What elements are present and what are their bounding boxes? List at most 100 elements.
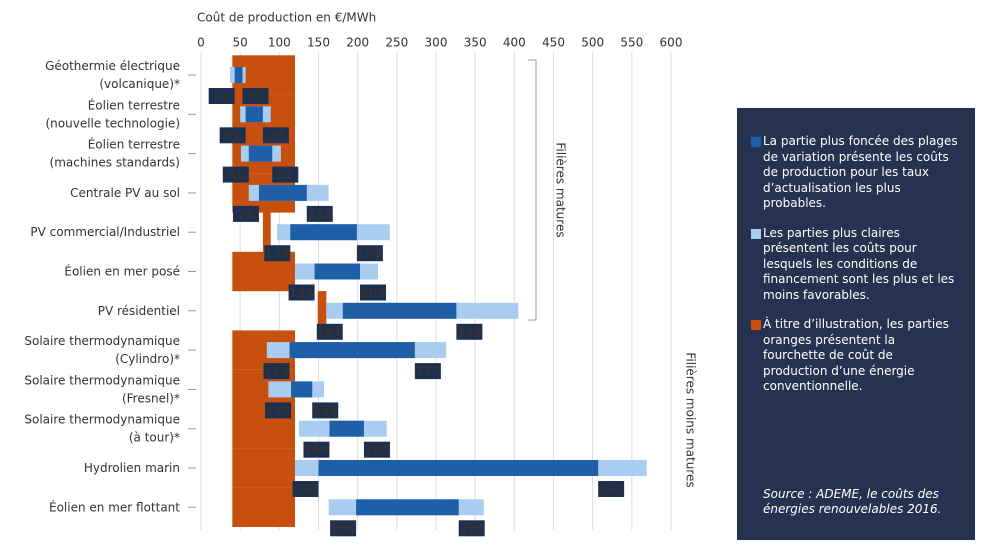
value-label-box <box>242 88 269 104</box>
value-label: 326 <box>457 325 482 339</box>
value-label-box <box>222 166 249 183</box>
dark-range <box>356 499 459 516</box>
group-label: Filières moins matures <box>684 352 698 487</box>
value-label: 79 <box>268 129 285 143</box>
value-label: 203 <box>360 286 385 300</box>
value-label: 199 <box>357 247 382 261</box>
value-label-box <box>316 323 343 340</box>
conventional-range <box>262 212 271 252</box>
value-label: 61 <box>227 168 244 182</box>
value-label-box <box>360 284 387 301</box>
source: Source : ADEME, le coûts des énergies re… <box>763 486 942 517</box>
value-label-box <box>292 481 319 497</box>
value-label: 74 <box>238 207 255 221</box>
category-label: Éolien en mer posé <box>64 263 180 278</box>
dark-range <box>318 460 599 476</box>
legend-label: À titre d’illustration, les parties oran… <box>763 317 949 393</box>
value-label-box <box>208 88 235 104</box>
category-label: Géothermie électrique (volcanique)* <box>45 59 180 91</box>
value-label-box <box>288 284 315 301</box>
conventional-range <box>232 487 295 527</box>
dark-range <box>245 106 263 123</box>
value-label-box <box>264 245 291 262</box>
value-label-box <box>356 245 383 262</box>
category-label: Hydrolien marin <box>84 461 180 475</box>
value-label-box <box>303 441 330 458</box>
x-tick-label: 150 <box>307 36 330 50</box>
value-label: 273 <box>415 365 440 379</box>
value-label: 329 <box>459 522 484 536</box>
value-label-box <box>306 205 333 222</box>
category-label: Solaire thermodynamique (à tour)* <box>24 412 180 444</box>
legend-item: Les parties plus claires présentent les … <box>751 225 961 304</box>
dark-range <box>289 342 415 359</box>
value-label: 91 <box>277 168 294 182</box>
x-tick-label: 350 <box>464 36 487 50</box>
dark-range <box>258 184 307 201</box>
category-label: Solaire thermodynamique (Fresnel)* <box>24 373 180 405</box>
x-tick-label: 50 <box>233 36 248 50</box>
x-axis-title: Coût de production en €/MWh <box>197 11 376 25</box>
legend-swatch <box>751 320 761 330</box>
category-label: Centrale PV au sol <box>70 185 180 199</box>
category-label: PV commercial/Industriel <box>30 225 180 239</box>
value-label-box <box>265 402 292 419</box>
value-label-box <box>414 363 441 380</box>
dark-range <box>342 302 457 319</box>
conventional-range <box>232 448 295 488</box>
value-label: 135 <box>307 207 332 221</box>
x-tick-label: 500 <box>581 36 604 50</box>
category-label: Éolien terrestre (machines standards) <box>50 136 180 169</box>
value-label-box <box>262 127 289 144</box>
legend-swatch <box>751 228 761 239</box>
dark-range <box>291 381 313 398</box>
value-label: 181 <box>317 325 342 339</box>
value-label: 115 <box>266 404 291 418</box>
value-label-box <box>272 166 299 183</box>
group-label: Filières matures <box>554 142 568 237</box>
x-tick-label: 600 <box>660 36 683 50</box>
x-tick-label: 300 <box>425 36 448 50</box>
value-label: 113 <box>264 365 289 379</box>
value-label: 43 <box>213 90 230 104</box>
x-tick-label: 0 <box>197 36 205 50</box>
value-label: 507 <box>599 483 624 497</box>
value-label-box <box>312 402 339 419</box>
x-tick-label: 400 <box>503 36 526 50</box>
legend-label: La partie plus foncée des plages de vari… <box>763 134 958 210</box>
value-label-box <box>458 520 485 537</box>
value-label: 198 <box>331 522 356 536</box>
value-label: 114 <box>265 247 290 261</box>
dark-range <box>314 263 361 280</box>
dark-range <box>234 67 243 83</box>
x-tick-label: 100 <box>268 36 291 50</box>
legend-swatch <box>751 137 761 147</box>
category-label: PV résidentiel <box>98 303 180 317</box>
value-label-box <box>330 520 357 537</box>
value-label-box <box>363 441 390 458</box>
x-tick-label: 550 <box>620 36 643 50</box>
category-label: Solaire thermodynamique (Cylindro)* <box>24 334 180 366</box>
value-label-box <box>219 127 246 144</box>
dark-range <box>248 145 273 162</box>
x-tick-label: 200 <box>346 36 369 50</box>
value-label-box <box>598 481 625 497</box>
legend-item: La partie plus foncée des plages de vari… <box>751 134 961 212</box>
dark-range <box>290 224 357 241</box>
legend: La partie plus foncée des plages de vari… <box>737 108 975 540</box>
dark-range <box>329 420 364 437</box>
value-label: 53 <box>247 90 264 104</box>
value-label-box <box>456 323 483 340</box>
value-label: 145 <box>289 286 314 300</box>
group-bracket <box>528 59 537 321</box>
category-label: Éolien en mer flottant <box>49 499 180 514</box>
conventional-range <box>317 291 327 331</box>
category-label: Éolien terrestre (nouvelle technologie) <box>45 97 180 130</box>
legend-label: Les parties plus claires présentent les … <box>763 225 955 302</box>
x-tick-label: 450 <box>542 36 565 50</box>
legend-item: À titre d’illustration, les parties oran… <box>751 317 961 395</box>
value-label: 57 <box>224 129 241 143</box>
value-label-box <box>232 205 259 222</box>
